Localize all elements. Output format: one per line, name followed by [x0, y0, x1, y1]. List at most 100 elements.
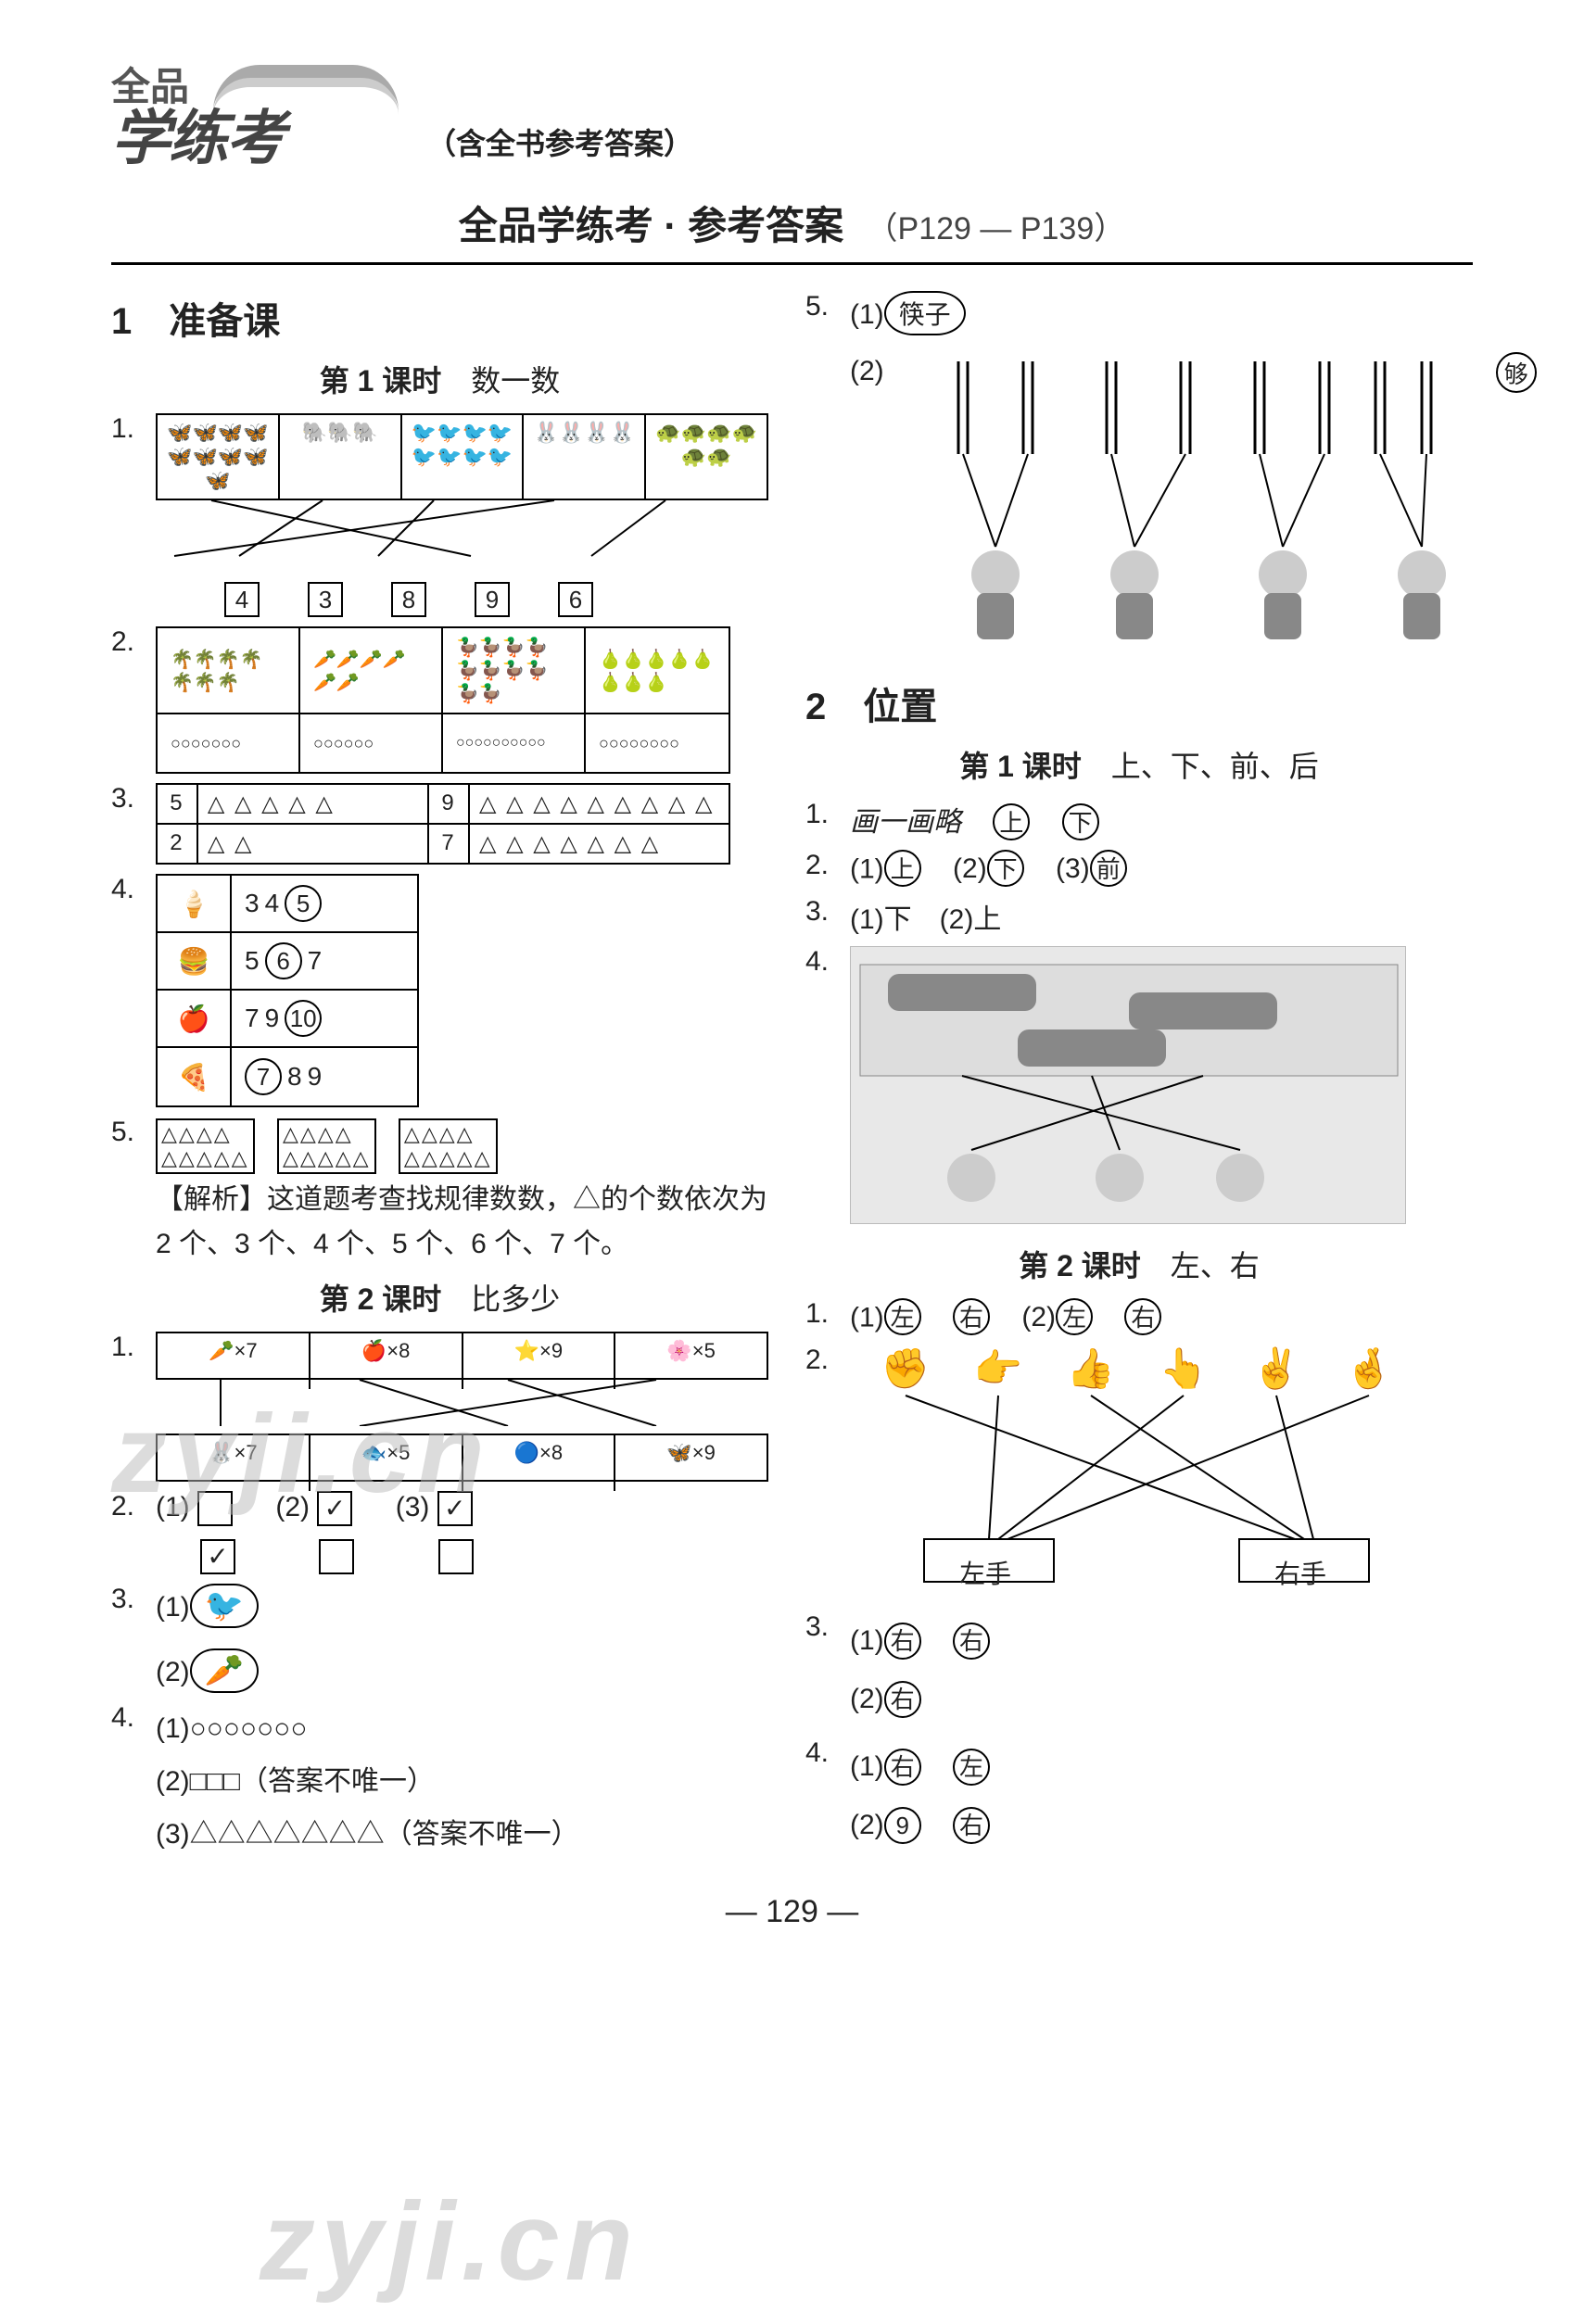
- rq5: 5. (1)筷子 (2): [805, 291, 1473, 649]
- l2q1: 1. 🥕×7 🍎×8 ⭐×9 🌸×5 🐰×7 🐟×5 🔵: [111, 1332, 768, 1482]
- q4-n: 7: [308, 946, 323, 976]
- rq4-num: 4.: [805, 946, 850, 978]
- l2q2-box: [319, 1539, 354, 1574]
- rq2-body: (1)上 (2)下 (3)前: [850, 850, 1473, 887]
- l2q1-cell: 🔵×8: [463, 1435, 616, 1491]
- q4-circled: 10: [285, 1000, 322, 1037]
- rq2-num: 2.: [805, 850, 850, 881]
- tri-row: △△△△: [404, 1122, 492, 1146]
- r2q4-c: 9: [884, 1807, 921, 1844]
- q4-n: 8: [287, 1062, 302, 1092]
- carrot-icon: 🥕: [190, 1648, 259, 1693]
- q2-num: 2.: [111, 626, 156, 658]
- q1-ans: 6: [558, 582, 593, 617]
- q4-num: 4.: [111, 874, 156, 905]
- left-hand-label: 左手: [959, 1554, 1011, 1591]
- svg-text:👆: 👆: [1159, 1345, 1208, 1391]
- l2q2-body: (1) (2) ✓ (3) ✓ ✓: [156, 1491, 768, 1574]
- q2-cell: 🦆🦆🦆🦆🦆🦆🦆🦆🦆🦆: [443, 628, 586, 714]
- q2-cell: 🥕🥕🥕🥕🥕🥕: [300, 628, 443, 714]
- rq1-a: 上: [993, 803, 1030, 840]
- q5-num: 5.: [111, 1117, 156, 1148]
- svg-text:👉: 👉: [974, 1346, 1022, 1390]
- q1-box-row: 🦋🦋🦋🦋🦋🦋🦋🦋🦋 🐘🐘🐘 🐦🐦🐦🐦🐦🐦🐦🐦 🐰🐰🐰🐰 🐢🐢🐢🐢🐢🐢: [156, 413, 768, 500]
- r2q3-body: (1)右 右 (2)右: [850, 1611, 1473, 1728]
- q1-ans: 8: [391, 582, 426, 617]
- q2: 2. 🌴🌴🌴🌴🌴🌴🌴 🥕🥕🥕🥕🥕🥕 🦆🦆🦆🦆🦆🦆🦆🦆🦆🦆 🍐🍐🍐🍐🍐🍐🍐🍐 ○○…: [111, 626, 768, 774]
- q2-cell: ○○○○○○○○: [586, 714, 729, 772]
- l2q2-box: ✓: [437, 1491, 473, 1526]
- q2-cell: ○○○○○○○○○○: [443, 714, 586, 772]
- q3-n: 2: [158, 825, 198, 863]
- q3-n: 7: [429, 825, 470, 863]
- tri-row: △△△△: [283, 1122, 371, 1146]
- q4-n: 7: [245, 1004, 260, 1033]
- rq4-figure: [850, 946, 1406, 1224]
- q3-tris: △ △ △ △ △: [198, 785, 429, 825]
- l2q3-num: 3.: [111, 1584, 156, 1615]
- q3-num: 3.: [111, 783, 156, 815]
- hands-svg: ✊👉👍 👆✌🤞: [850, 1345, 1452, 1595]
- q5: 5. △△△△ △△△△△ △△△△ △△△△△ △△△△ △△△△△: [111, 1117, 768, 1267]
- q4-circled: 6: [265, 942, 302, 979]
- q4-n: 3: [245, 889, 260, 918]
- l2q3-body: (1)🐦 (2)🥕: [156, 1584, 768, 1693]
- lesson-1-heading: 第 1 课时 数一数: [111, 358, 768, 400]
- q4-n: 9: [265, 1004, 280, 1033]
- section-2-heading: 2 位置: [805, 676, 1473, 730]
- r2q2-num: 2.: [805, 1345, 850, 1376]
- l2q2-box: [438, 1539, 474, 1574]
- r2q4-b: 左: [953, 1749, 990, 1786]
- rq5-ans1: 筷子: [884, 291, 966, 335]
- l2q4-num: 4.: [111, 1702, 156, 1734]
- q4-nums: 5 6 7: [232, 933, 417, 991]
- q1: 1. 🦋🦋🦋🦋🦋🦋🦋🦋🦋 🐘🐘🐘 🐦🐦🐦🐦🐦🐦🐦🐦 🐰🐰🐰🐰 🐢🐢🐢🐢🐢🐢: [111, 413, 768, 617]
- q1-cell: 🐦🐦🐦🐦🐦🐦🐦🐦: [402, 415, 525, 499]
- rq2-a1: 上: [884, 850, 921, 887]
- q4-icon: 🍕: [158, 1048, 232, 1105]
- rq4-svg: [851, 946, 1405, 1224]
- rq2-a3: 前: [1090, 850, 1127, 887]
- q3-tris: △ △ △ △ △ △ △: [470, 825, 729, 863]
- q1-ans: 9: [475, 582, 510, 617]
- tri-group: △△△△ △△△△△: [156, 1118, 255, 1174]
- r2q3-b: 右: [953, 1623, 990, 1660]
- l2q4-body: (1)○○○○○○○ (2)□□□（答案不唯一） (3)△△△△△△△（答案不唯…: [156, 1702, 768, 1861]
- q4-icon: 🍔: [158, 933, 232, 991]
- swallow-icon: 🐦: [190, 1584, 259, 1628]
- q3: 3. 5 △ △ △ △ △ 9 △ △ △ △ △ △ △ △ △ 2 △ △…: [111, 783, 768, 865]
- l2q1-cell: 🐰×7: [158, 1435, 310, 1491]
- l2q4-r2: (2)□□□（答案不唯一）: [156, 1755, 768, 1808]
- q1-num: 1.: [111, 413, 156, 445]
- q2-cell: 🌴🌴🌴🌴🌴🌴🌴: [158, 628, 300, 714]
- r-lesson-2-bold: 第 2 课时: [1019, 1249, 1141, 1282]
- q4-table: 🍦 3 4 5 🍔 5 6 7: [156, 874, 419, 1107]
- chopsticks-diagram: [921, 352, 1496, 649]
- q1-ans: 3: [308, 582, 343, 617]
- q5-explanation: 【解析】这道题考查找规律数数，△的个数依次为 2 个、3 个、4 个、5 个、6…: [156, 1178, 768, 1267]
- watermark-2: zyji.cn: [260, 2178, 639, 2305]
- l2q1-bottom-row: 🐰×7 🐟×5 🔵×8 🦋×9: [156, 1434, 768, 1482]
- rq1: 1. 画一画略 上 下: [805, 799, 1473, 840]
- q4: 4. 🍦 3 4 5 🍔 5 6: [111, 874, 768, 1107]
- rq2-a2: 下: [987, 850, 1024, 887]
- q2-cell: ○○○○○○○: [158, 714, 300, 772]
- q4-n: 9: [308, 1062, 323, 1092]
- q4-nums: 7 9 10: [232, 991, 417, 1048]
- q4-nums: 3 4 5: [232, 876, 417, 933]
- q5-groups: △△△△ △△△△△ △△△△ △△△△△ △△△△ △△△△△: [156, 1117, 768, 1174]
- lesson-2-heading: 第 2 课时 比多少: [111, 1276, 768, 1319]
- q3-n: 9: [429, 785, 470, 825]
- rq2: 2. (1)上 (2)下 (3)前: [805, 850, 1473, 887]
- q1-cross-lines: [156, 500, 730, 565]
- tri-row: △△△△△: [404, 1146, 492, 1170]
- l2q2-box: [197, 1491, 233, 1526]
- logo-text-main: 学练考: [111, 91, 284, 176]
- q1-cell: 🐢🐢🐢🐢🐢🐢: [646, 415, 767, 499]
- q4-n: 4: [265, 889, 280, 918]
- chopsticks-svg: [921, 352, 1496, 649]
- q1-cell: 🐘🐘🐘: [280, 415, 402, 499]
- logo-subtitle: （含全书参考答案）: [426, 120, 693, 163]
- r2q1: 1. (1)左 右 (2)左 右: [805, 1298, 1473, 1335]
- q4-circled: 5: [285, 885, 322, 922]
